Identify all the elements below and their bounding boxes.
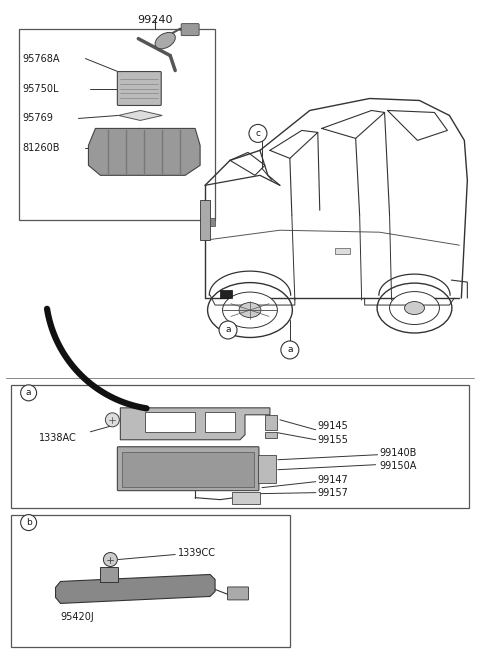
Ellipse shape: [223, 292, 277, 328]
Bar: [122, 452, 254, 487]
FancyBboxPatch shape: [117, 72, 161, 106]
Bar: [145, 412, 195, 432]
Bar: [258, 455, 276, 483]
Bar: [11, 385, 469, 508]
Bar: [205, 412, 235, 432]
Ellipse shape: [405, 302, 424, 314]
Text: a: a: [225, 325, 231, 335]
Bar: [265, 432, 277, 438]
Circle shape: [249, 125, 267, 142]
Text: 99150A: 99150A: [380, 461, 417, 471]
Text: 1338AC: 1338AC: [38, 433, 76, 443]
Ellipse shape: [390, 291, 439, 325]
Circle shape: [281, 341, 299, 359]
Text: 95768A: 95768A: [23, 54, 60, 64]
Bar: [100, 567, 119, 583]
Bar: [335, 248, 350, 254]
Ellipse shape: [155, 32, 175, 49]
Ellipse shape: [377, 283, 452, 333]
Text: 99155: 99155: [318, 435, 348, 445]
Text: 1339CC: 1339CC: [178, 548, 216, 558]
Polygon shape: [120, 408, 270, 440]
Text: b: b: [26, 518, 32, 527]
Text: 95420J: 95420J: [60, 613, 94, 623]
FancyBboxPatch shape: [228, 587, 249, 600]
Text: 99240: 99240: [137, 14, 173, 25]
FancyBboxPatch shape: [117, 447, 259, 491]
Text: a: a: [26, 388, 31, 398]
Polygon shape: [56, 575, 215, 604]
Bar: [200, 200, 210, 240]
Polygon shape: [88, 129, 200, 175]
Ellipse shape: [207, 283, 292, 337]
Bar: [265, 415, 277, 430]
Text: 95769: 95769: [23, 113, 53, 123]
Text: 95750L: 95750L: [23, 83, 59, 94]
FancyBboxPatch shape: [181, 24, 199, 35]
Text: a: a: [287, 346, 293, 354]
Text: 81260B: 81260B: [23, 144, 60, 154]
Text: 99147: 99147: [318, 475, 348, 485]
Circle shape: [106, 413, 120, 427]
Text: c: c: [255, 129, 261, 138]
Text: 99157: 99157: [318, 487, 348, 498]
Circle shape: [21, 385, 36, 401]
Circle shape: [103, 552, 117, 567]
Bar: [11, 514, 290, 647]
Circle shape: [21, 514, 36, 531]
Bar: [220, 290, 232, 298]
Bar: [232, 491, 260, 504]
Bar: [210, 218, 215, 226]
Ellipse shape: [239, 302, 261, 318]
Circle shape: [219, 321, 237, 339]
Polygon shape: [119, 110, 162, 121]
Bar: [19, 29, 215, 220]
Text: 99140B: 99140B: [380, 448, 417, 458]
Text: 99145: 99145: [318, 420, 348, 431]
